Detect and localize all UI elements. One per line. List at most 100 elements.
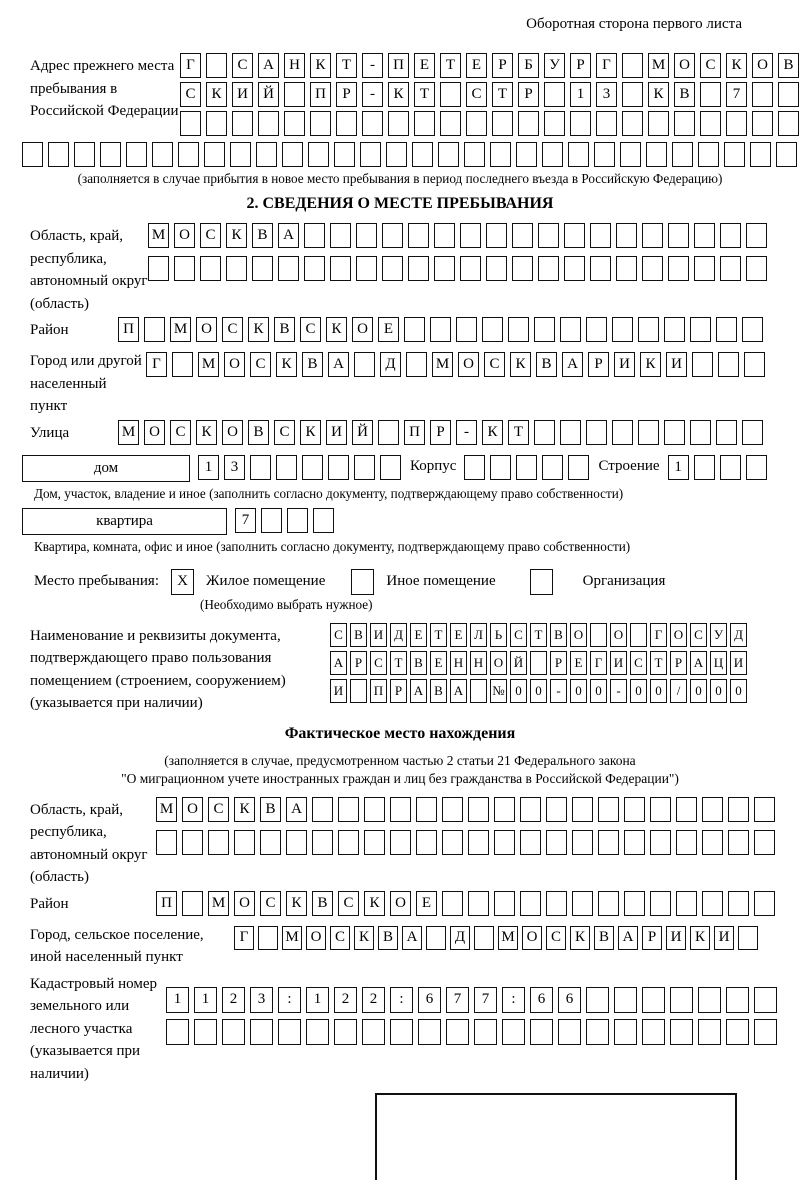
char-cell[interactable] [208,829,229,855]
char-cell[interactable]: В [550,622,567,647]
char-cell[interactable] [746,256,767,281]
char-cell[interactable]: К [354,925,374,950]
char-cell[interactable] [502,1018,525,1045]
char-cell[interactable]: Т [508,419,529,445]
char-cell[interactable]: О [224,352,245,377]
char-cell[interactable] [720,256,741,281]
char-cell[interactable] [434,256,455,281]
char-cell[interactable] [674,111,695,136]
checkbox-inoe[interactable] [351,568,375,595]
char-cell[interactable]: С [222,317,243,342]
char-cell[interactable]: К [300,419,321,445]
char-cell[interactable]: Й [352,419,373,445]
char-cell[interactable]: Ь [490,622,507,647]
char-cell[interactable] [144,317,165,342]
char-cell[interactable] [702,890,723,916]
char-cell[interactable] [200,256,221,281]
char-cell[interactable]: Б [518,53,539,78]
char-cell[interactable] [74,142,95,167]
char-cell[interactable] [534,419,555,445]
char-cell[interactable]: Е [430,650,447,675]
char-cell[interactable]: - [456,419,477,445]
char-cell[interactable] [486,256,507,281]
char-cell[interactable]: К [690,925,710,950]
char-cell[interactable] [542,454,564,480]
char-cell[interactable] [486,223,507,248]
char-cell[interactable]: В [674,82,695,107]
char-cell[interactable]: М [282,925,302,950]
char-cell[interactable]: 0 [510,678,527,703]
char-cell[interactable]: С [484,352,505,377]
char-cell[interactable]: В [252,223,273,248]
char-cell[interactable]: 3 [596,82,617,107]
char-cell[interactable]: Т [650,650,667,675]
char-cell[interactable]: С [546,925,566,950]
char-cell[interactable]: О [490,650,507,675]
char-cell[interactable]: 1 [306,986,329,1013]
char-cell[interactable] [364,829,385,855]
char-cell[interactable]: К [364,890,385,916]
char-cell[interactable]: У [544,53,565,78]
char-cell[interactable]: Е [570,650,587,675]
char-cell[interactable] [642,1018,665,1045]
char-cell[interactable]: В [302,352,323,377]
char-cell[interactable] [22,142,43,167]
char-cell[interactable]: А [328,352,349,377]
char-cell[interactable] [334,142,355,167]
char-cell[interactable]: 3 [250,986,273,1013]
char-cell[interactable] [520,890,541,916]
char-cell[interactable]: О [390,890,411,916]
char-cell[interactable]: М [198,352,219,377]
char-cell[interactable] [694,256,715,281]
checkbox-zhiloe[interactable]: X [171,568,194,595]
char-cell[interactable] [304,256,325,281]
char-cell[interactable] [468,796,489,822]
char-cell[interactable]: 0 [630,678,647,703]
char-cell[interactable] [650,796,671,822]
char-cell[interactable]: К [648,82,669,107]
char-cell[interactable]: Т [492,82,513,107]
char-cell[interactable] [362,111,383,136]
char-cell[interactable] [250,1018,273,1045]
char-cell[interactable] [468,829,489,855]
char-cell[interactable]: С [208,796,229,822]
char-cell[interactable]: № [490,678,507,703]
char-cell[interactable] [434,223,455,248]
char-cell[interactable]: О [522,925,542,950]
char-cell[interactable] [586,317,607,342]
char-cell[interactable]: С [274,419,295,445]
char-cell[interactable]: Р [492,53,513,78]
char-cell[interactable] [614,1018,637,1045]
char-cell[interactable]: И [232,82,253,107]
char-cell[interactable]: Й [258,82,279,107]
char-cell[interactable]: К [570,925,590,950]
char-cell[interactable] [302,454,323,480]
char-cell[interactable] [464,454,486,480]
char-cell[interactable]: О [670,622,687,647]
char-cell[interactable]: Г [146,352,167,377]
char-cell[interactable]: Г [590,650,607,675]
char-cell[interactable] [572,829,593,855]
char-cell[interactable] [668,256,689,281]
char-cell[interactable]: К [726,53,747,78]
char-cell[interactable] [590,223,611,248]
char-cell[interactable] [330,256,351,281]
char-cell[interactable]: П [370,678,387,703]
char-cell[interactable] [716,419,737,445]
char-cell[interactable] [226,256,247,281]
char-cell[interactable] [390,1018,413,1045]
char-cell[interactable] [518,111,539,136]
char-cell[interactable] [330,223,351,248]
char-cell[interactable] [724,142,745,167]
char-cell[interactable] [670,986,693,1013]
char-cell[interactable] [596,111,617,136]
char-cell[interactable] [572,796,593,822]
char-cell[interactable] [560,419,581,445]
char-cell[interactable] [360,142,381,167]
char-cell[interactable] [494,829,515,855]
char-cell[interactable]: Т [390,650,407,675]
char-cell[interactable] [492,111,513,136]
char-cell[interactable]: Д [390,622,407,647]
char-cell[interactable] [590,622,607,647]
char-cell[interactable] [534,317,555,342]
